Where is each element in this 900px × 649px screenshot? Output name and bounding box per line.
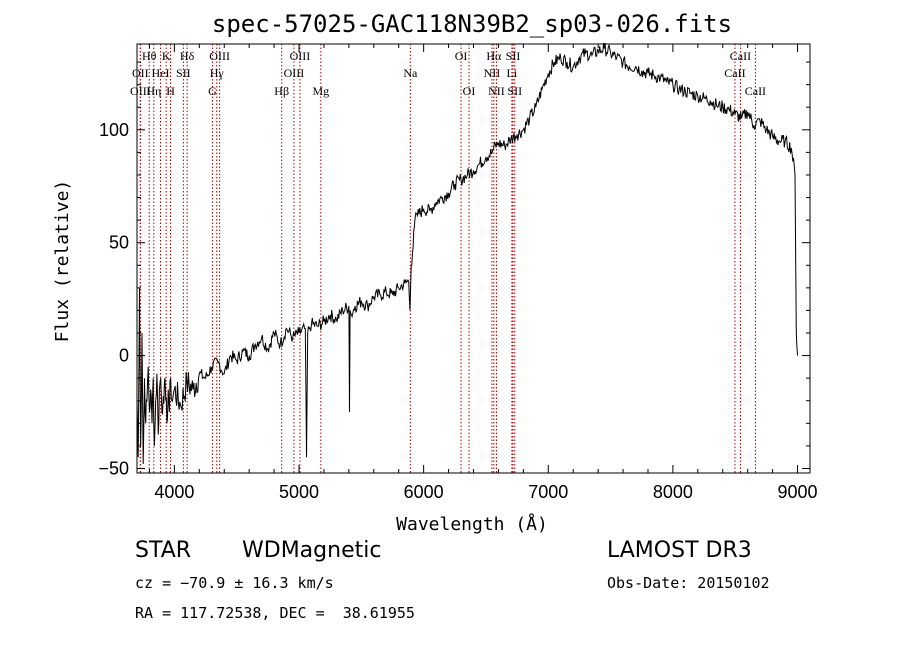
y-tick-label: 100: [99, 120, 129, 140]
emission-line-label: SII: [506, 49, 521, 63]
observation-date: Obs-Date: 20150102: [607, 574, 770, 592]
survey-name: LAMOST DR3: [607, 538, 752, 563]
redshift-readout: cz = −70.9 ± 16.3 km/s: [135, 574, 334, 592]
y-tick-label: 50: [109, 233, 129, 253]
object-class: STAR: [135, 538, 192, 563]
spectrum-line: [136, 42, 798, 465]
y-axis-label: Flux (relative): [52, 180, 73, 343]
chart-title: spec-57025-GAC118N39B2_sp03-026.fits: [212, 10, 732, 38]
x-tick-label: 9000: [778, 482, 818, 502]
x-axis-ticks: 4000 5000 6000 7000 8000 9000: [148, 44, 818, 502]
emission-line-label: Hθ: [142, 49, 157, 63]
y-tick-label: −50: [98, 458, 129, 478]
emission-line-label: OII: [132, 66, 149, 80]
emission-line-label: CaII: [745, 84, 766, 98]
emission-line-label: OIII: [284, 66, 305, 80]
emission-line-label: CaII: [724, 66, 745, 80]
emission-line-label: HeI: [152, 66, 170, 80]
emission-line-label: SII: [507, 84, 522, 98]
emission-line-label: G: [208, 84, 217, 98]
emission-line-label: Hη: [146, 84, 161, 98]
coordinates: RA = 117.72538, DEC = 38.61955: [135, 604, 415, 622]
emission-line-label: Li: [507, 66, 518, 80]
emission-line-label: H: [166, 84, 175, 98]
emission-line-label: NII: [484, 66, 501, 80]
x-tick-label: 6000: [404, 482, 444, 502]
y-tick-label: 0: [119, 346, 129, 366]
x-tick-label: 8000: [653, 482, 693, 502]
emission-line-label: Hγ: [210, 66, 225, 80]
x-axis-label: Wavelength (Å): [396, 513, 548, 535]
emission-line-label: Na: [403, 66, 418, 80]
emission-line-label: Hβ: [274, 84, 289, 98]
emission-line-label: NII: [488, 84, 505, 98]
object-subclass: WDMagnetic: [242, 538, 382, 563]
emission-line-label: OI: [455, 49, 468, 63]
x-tick-label: 5000: [279, 482, 319, 502]
emission-line-labels: Hθ OII OIII K HeI Hη H Hδ SII OIII Hγ G OIII OIII Hβ Mg…: [130, 49, 766, 98]
emission-line-label: Hδ: [180, 49, 195, 63]
plot-frame: [136, 43, 811, 474]
emission-line-label: OIII: [290, 49, 311, 63]
emission-line-markers: [139, 44, 756, 473]
emission-line-label: Hα: [486, 49, 502, 63]
emission-line-label: K: [162, 49, 171, 63]
y-axis-ticks: −50 0 50 100: [98, 61, 810, 478]
x-tick-label: 4000: [154, 482, 194, 502]
emission-line-label: OIII: [130, 84, 151, 98]
emission-line-label: OIII: [209, 49, 230, 63]
emission-line-label: OI: [463, 84, 476, 98]
emission-line-label: Mg: [312, 84, 329, 98]
emission-line-label: CaII: [730, 49, 751, 63]
x-tick-label: 7000: [528, 482, 568, 502]
emission-line-label: SII: [176, 66, 191, 80]
